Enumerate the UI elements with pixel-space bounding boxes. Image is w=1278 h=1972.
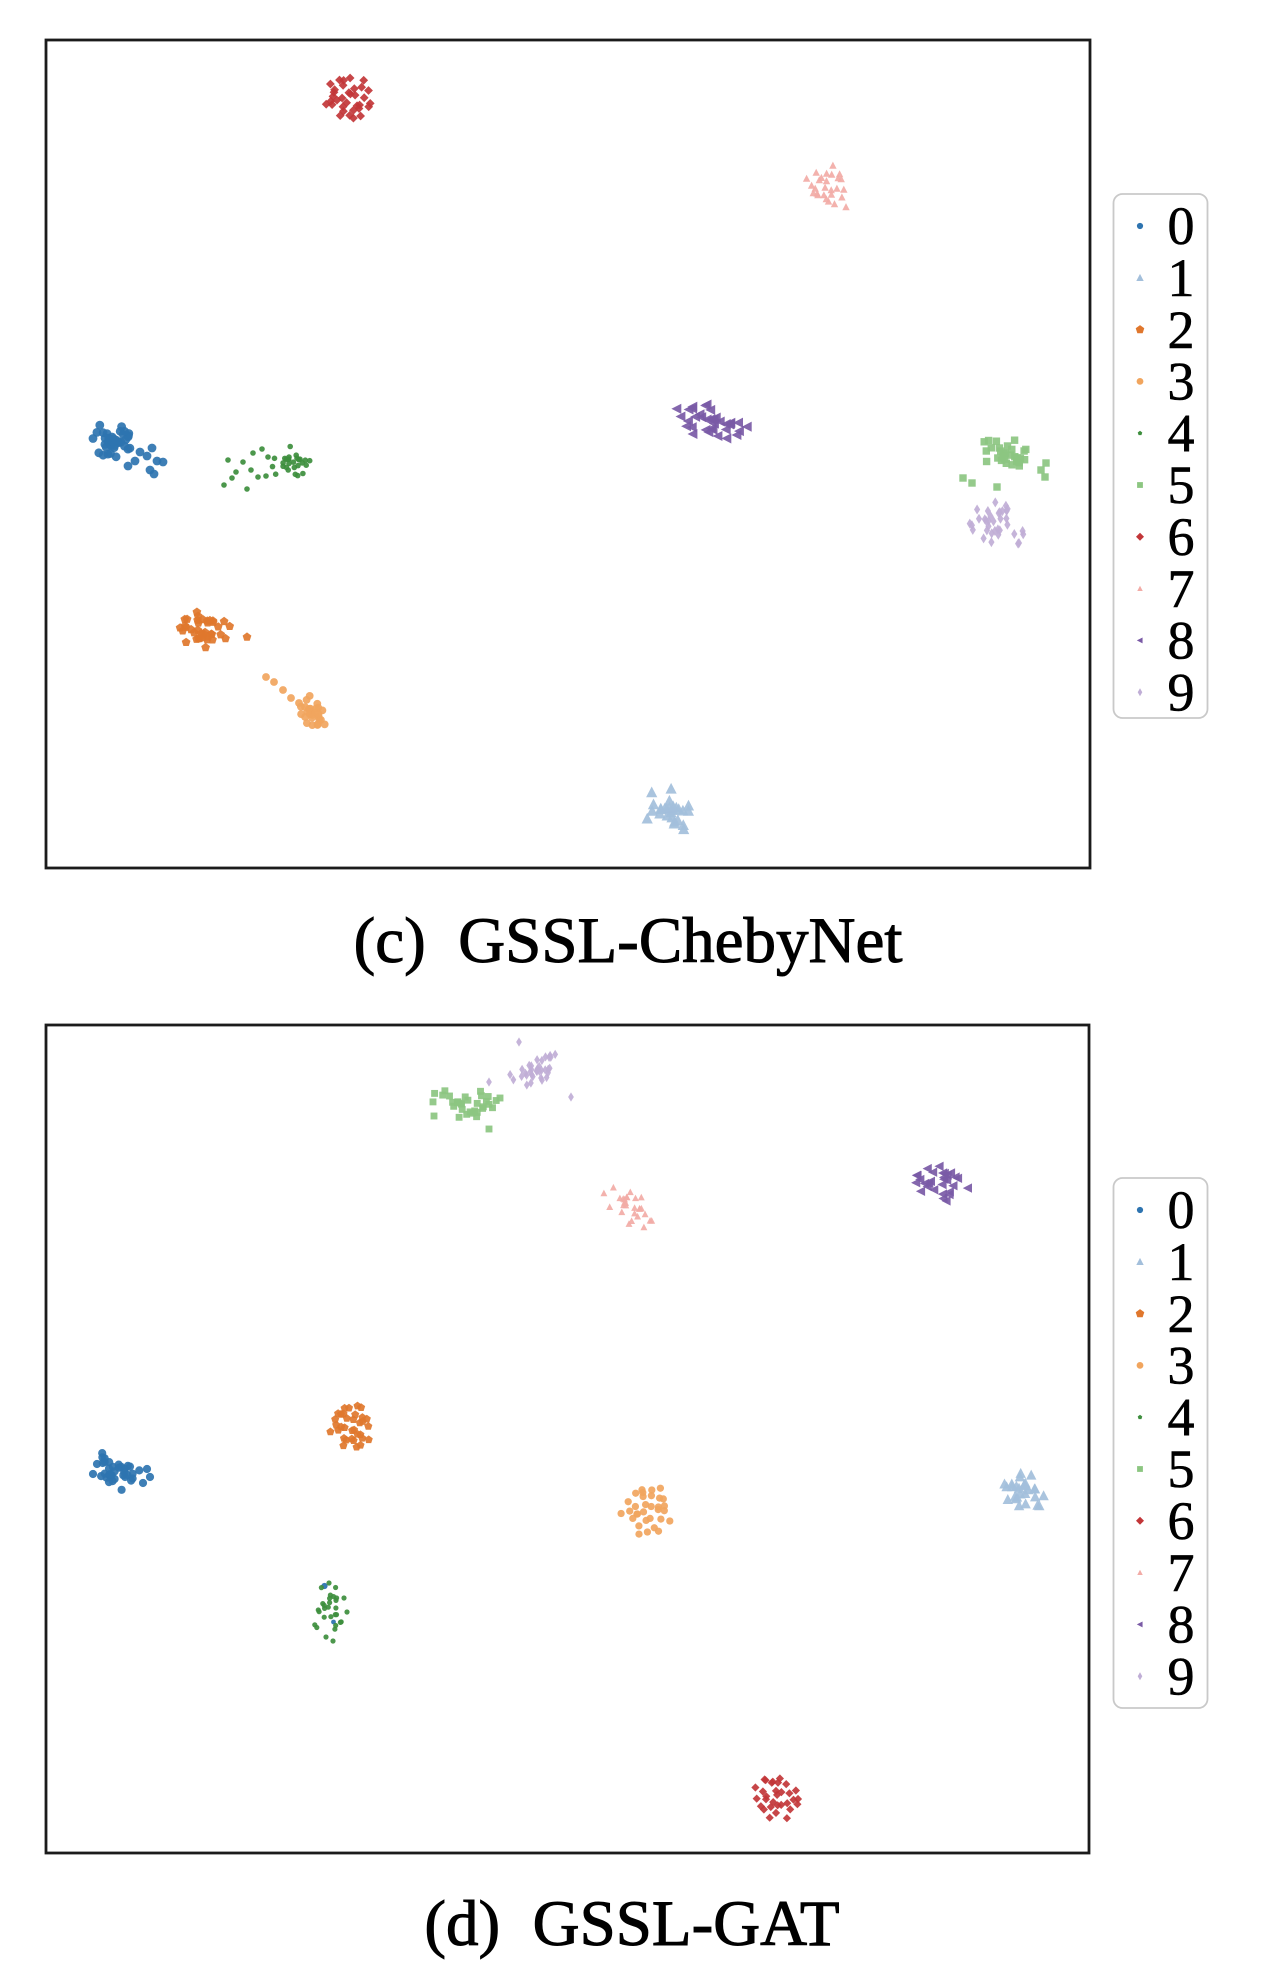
svg-text:0: 0	[1168, 196, 1195, 256]
svg-text:4: 4	[1168, 1387, 1195, 1447]
svg-text:5: 5	[1168, 455, 1195, 515]
svg-text:0: 0	[1168, 1180, 1195, 1240]
svg-text:6: 6	[1168, 507, 1195, 567]
svg-text:(c) GSSL-ChebyNet: (c) GSSL-ChebyNet	[354, 905, 903, 977]
svg-text:7: 7	[1168, 1543, 1195, 1603]
svg-text:9: 9	[1168, 662, 1195, 722]
svg-text:8: 8	[1168, 1595, 1195, 1655]
svg-text:1: 1	[1168, 248, 1195, 308]
svg-text:6: 6	[1168, 1491, 1195, 1551]
svg-text:(d) GSSL-GAT: (d) GSSL-GAT	[424, 1888, 839, 1960]
svg-text:9: 9	[1168, 1646, 1195, 1706]
svg-text:2: 2	[1168, 300, 1195, 360]
svg-text:8: 8	[1168, 611, 1195, 671]
svg-text:2: 2	[1168, 1284, 1195, 1344]
svg-text:3: 3	[1168, 1336, 1195, 1396]
svg-text:5: 5	[1168, 1439, 1195, 1499]
svg-text:4: 4	[1168, 403, 1195, 463]
svg-text:3: 3	[1168, 352, 1195, 412]
svg-text:1: 1	[1168, 1232, 1195, 1292]
svg-text:7: 7	[1168, 559, 1195, 619]
